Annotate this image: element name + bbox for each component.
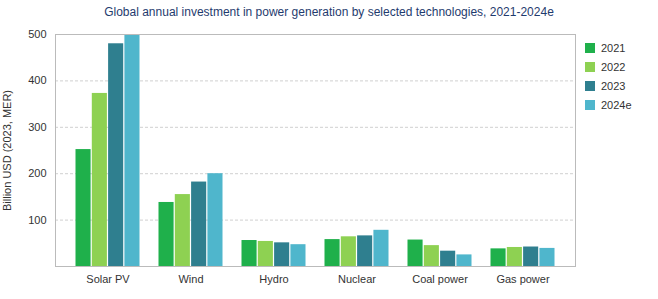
svg-text:Hydro: Hydro [259, 273, 288, 285]
svg-text:200: 200 [28, 167, 46, 179]
html-text:2021: 2021 [601, 42, 626, 54]
svg-text:Nuclear: Nuclear [338, 273, 376, 285]
svg-text:Coal power: Coal power [412, 273, 468, 285]
svg-text:400: 400 [28, 74, 46, 86]
html-text:Global annual investment in po: Global annual investment in power genera… [104, 5, 554, 19]
svg-text:Billion USD (2023, MER): Billion USD (2023, MER) [1, 90, 13, 211]
svg-text:300: 300 [28, 121, 46, 133]
html-text:2024e: 2024e [601, 99, 632, 111]
html-text:2023: 2023 [601, 80, 626, 92]
html-text:2022: 2022 [601, 61, 626, 73]
svg-text:Solar PV: Solar PV [86, 273, 130, 285]
svg-text:Wind: Wind [178, 273, 203, 285]
svg-text:Gas power: Gas power [496, 273, 550, 285]
svg-text:100: 100 [28, 214, 46, 226]
svg-text:500: 500 [28, 28, 46, 40]
